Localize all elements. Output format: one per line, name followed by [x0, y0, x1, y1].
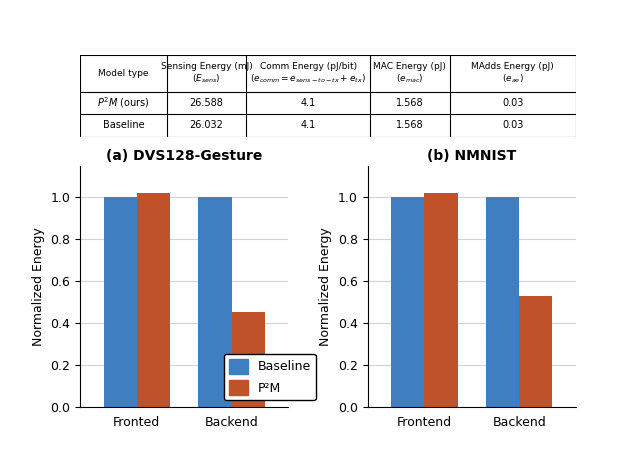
Text: 4.1: 4.1 — [301, 120, 316, 130]
Text: Comm Energy (pJ/bit)
$(e_{comm} = e_{sens-to-tx} + e_{tx})$: Comm Energy (pJ/bit) $(e_{comm} = e_{sen… — [250, 62, 366, 85]
Title: (b) NMNIST: (b) NMNIST — [427, 149, 516, 163]
Y-axis label: Normalized Energy: Normalized Energy — [319, 227, 332, 345]
Text: 4.1: 4.1 — [301, 98, 316, 108]
Text: $P^2M$ (ours): $P^2M$ (ours) — [97, 96, 150, 110]
Text: 26.588: 26.588 — [189, 98, 223, 108]
Bar — [486, 197, 519, 407]
Bar — [519, 296, 552, 407]
Text: Sensing Energy (mJ)
$(E_{sens})$: Sensing Energy (mJ) $(E_{sens})$ — [161, 62, 252, 85]
Bar — [104, 197, 137, 407]
Text: MAdds Energy (pJ)
$(e_{ae})$: MAdds Energy (pJ) $(e_{ae})$ — [472, 62, 554, 85]
Text: Baseline: Baseline — [102, 120, 144, 130]
Title: (a) DVS128-Gesture: (a) DVS128-Gesture — [106, 149, 262, 163]
Text: MAC Energy (pJ)
$(e_{mac})$: MAC Energy (pJ) $(e_{mac})$ — [373, 62, 446, 85]
Text: 0.03: 0.03 — [502, 120, 524, 130]
Legend: Baseline, P²M: Baseline, P²M — [224, 354, 316, 400]
Text: 26.032: 26.032 — [189, 120, 223, 130]
Bar — [424, 193, 458, 407]
Bar — [391, 197, 424, 407]
Text: Model type: Model type — [98, 69, 148, 78]
Y-axis label: Normalized Energy: Normalized Energy — [32, 227, 45, 345]
Text: 1.568: 1.568 — [396, 98, 424, 108]
Bar — [232, 312, 265, 407]
Text: 1.568: 1.568 — [396, 120, 424, 130]
Bar — [198, 197, 232, 407]
Bar — [137, 193, 170, 407]
Text: 0.03: 0.03 — [502, 98, 524, 108]
